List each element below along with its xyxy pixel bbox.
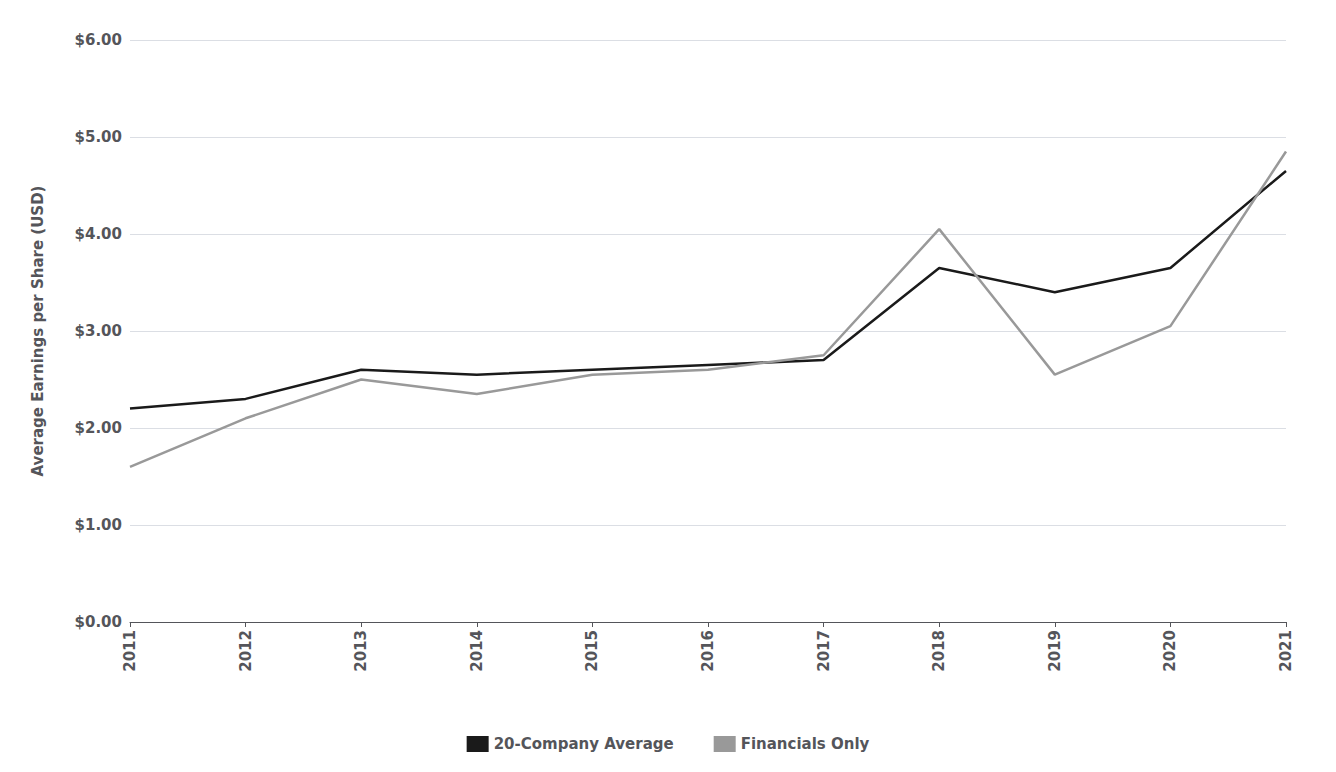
svg-text:2017: 2017	[815, 630, 833, 672]
svg-text:$2.00: $2.00	[75, 419, 122, 437]
svg-text:2018: 2018	[930, 630, 948, 672]
svg-text:2020: 2020	[1161, 630, 1179, 672]
svg-text:2011: 2011	[121, 630, 139, 672]
svg-text:2015: 2015	[583, 630, 601, 672]
svg-text:2019: 2019	[1046, 630, 1064, 672]
svg-text:2012: 2012	[237, 630, 255, 672]
svg-text:$4.00: $4.00	[75, 225, 122, 243]
svg-text:2021: 2021	[1277, 630, 1295, 672]
svg-text:$0.00: $0.00	[75, 613, 122, 631]
svg-text:Financials Only: Financials Only	[741, 735, 870, 753]
svg-text:2013: 2013	[352, 630, 370, 672]
svg-text:20-Company Average: 20-Company Average	[494, 735, 674, 753]
svg-text:$3.00: $3.00	[75, 322, 122, 340]
svg-text:$6.00: $6.00	[75, 31, 122, 49]
svg-text:2014: 2014	[468, 630, 486, 672]
svg-text:$1.00: $1.00	[75, 516, 122, 534]
svg-text:Average Earnings per Share (US: Average Earnings per Share (USD)	[29, 186, 47, 477]
svg-text:$5.00: $5.00	[75, 128, 122, 146]
svg-text:2016: 2016	[699, 630, 717, 672]
